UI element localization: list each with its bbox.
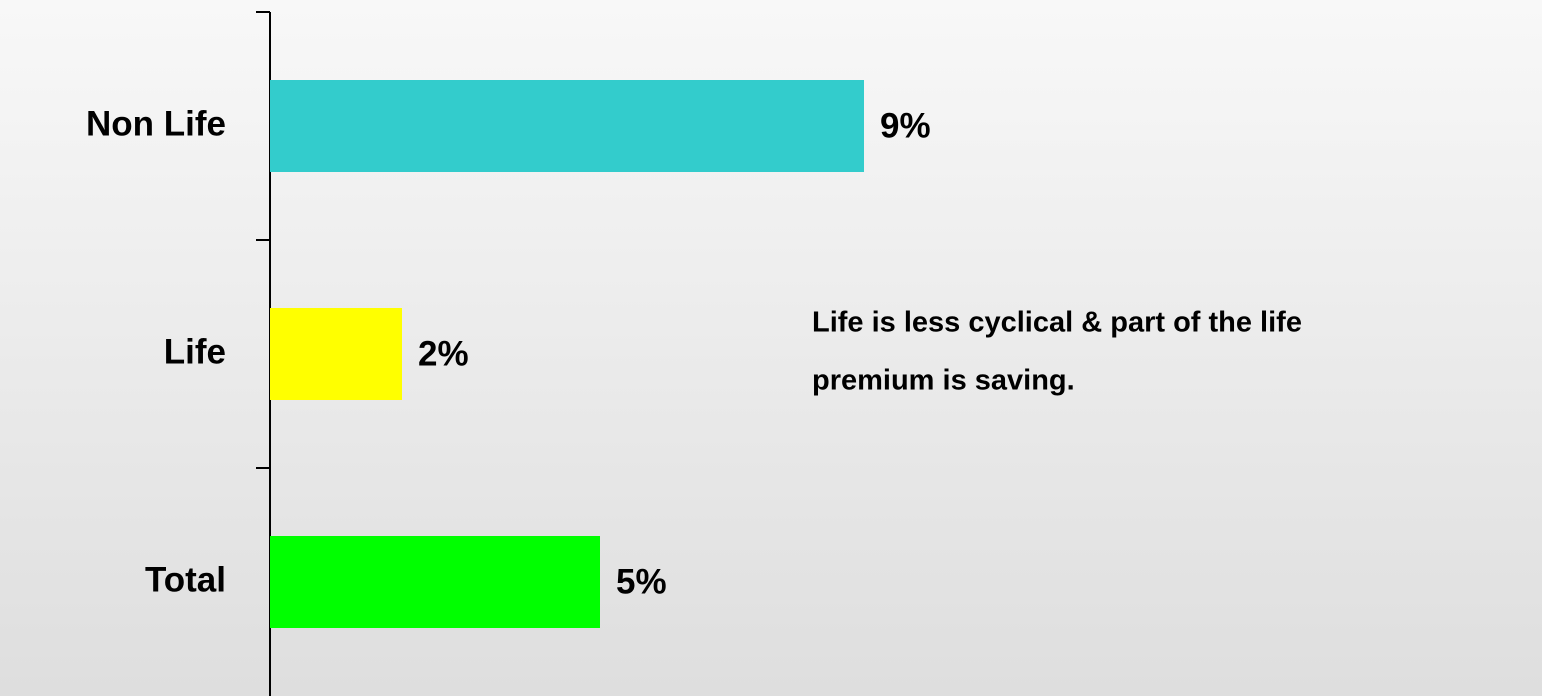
value-label: 2% <box>418 334 469 373</box>
y-tick-label: Non Life <box>86 104 226 143</box>
y-tick-label: Life <box>164 332 226 371</box>
bar <box>270 536 600 628</box>
y-tick-label: Total <box>145 560 226 599</box>
value-label: 9% <box>880 106 931 145</box>
value-label: 5% <box>616 562 667 601</box>
bar <box>270 308 402 400</box>
annotation: premium is saving. <box>812 365 1075 397</box>
annotation: Life is less cyclical & part of the life <box>812 307 1302 339</box>
bar <box>270 80 864 172</box>
